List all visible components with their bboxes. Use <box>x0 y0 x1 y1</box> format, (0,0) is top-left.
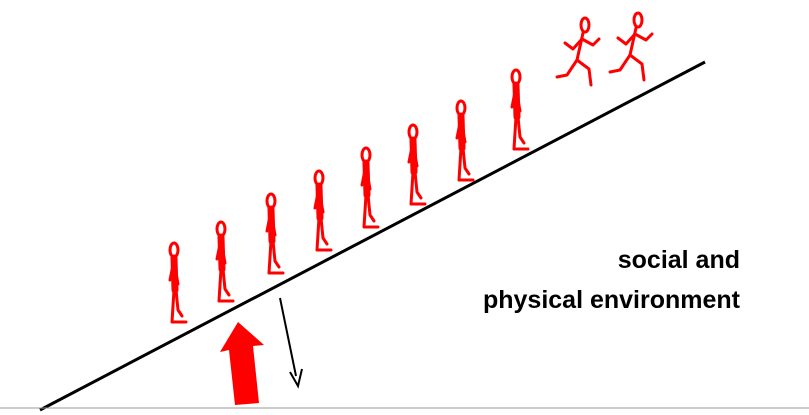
label-line: physical environment <box>483 286 741 314</box>
runners <box>557 13 652 85</box>
black-arrow <box>280 298 302 386</box>
label-line: social and <box>618 246 740 274</box>
walkers <box>170 70 528 322</box>
slope <box>40 62 705 410</box>
diagram: social and physical environment <box>0 0 809 415</box>
red-arrow <box>220 322 264 405</box>
